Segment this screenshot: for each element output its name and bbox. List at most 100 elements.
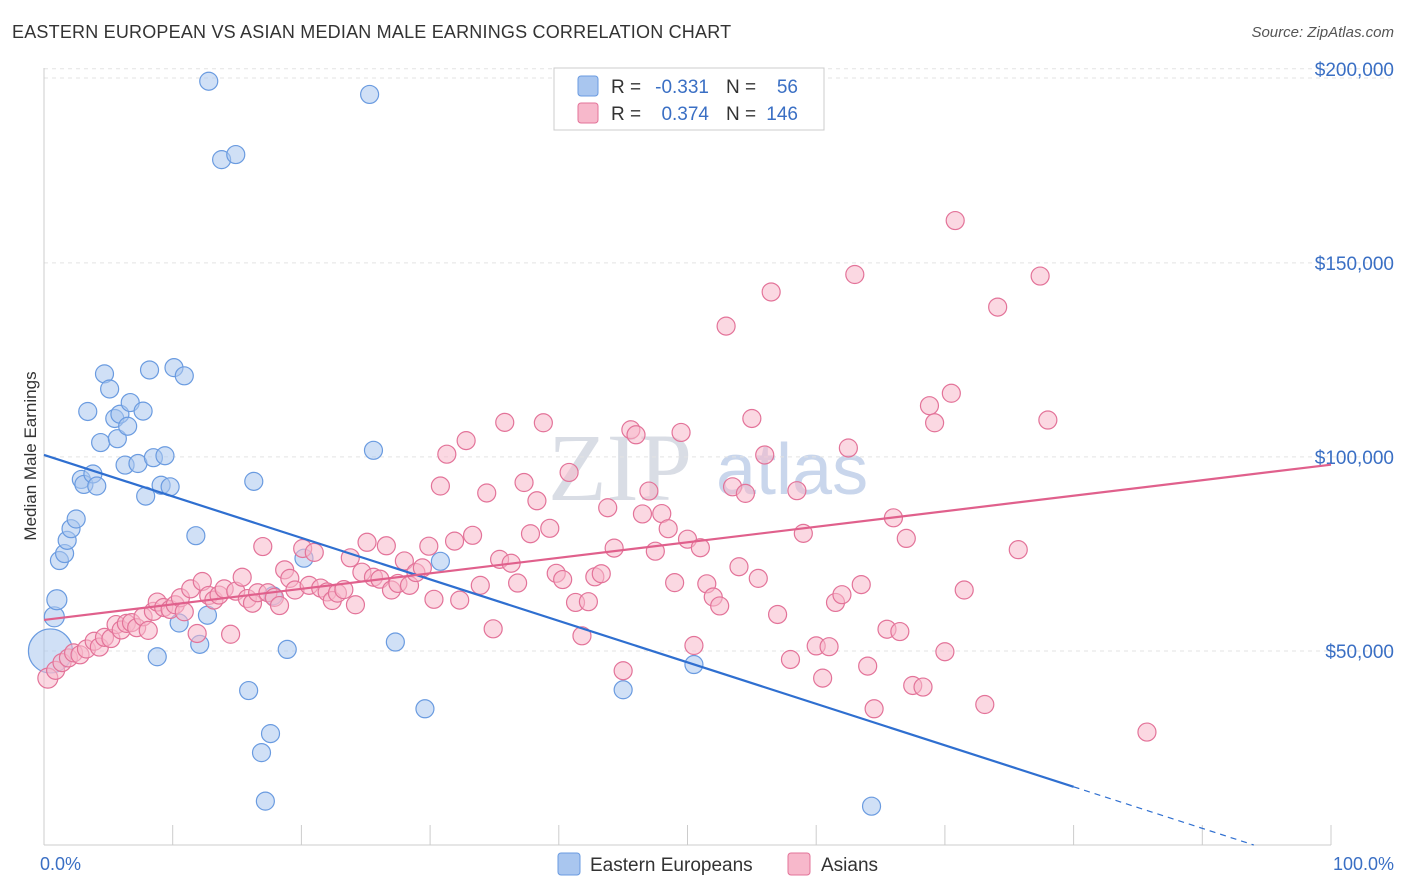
data-point xyxy=(155,446,175,466)
bottom-legend-swatch-blue xyxy=(557,852,581,876)
data-point xyxy=(357,532,377,552)
data-point xyxy=(613,661,633,681)
data-point xyxy=(845,264,865,285)
data-point xyxy=(78,401,98,422)
data-point xyxy=(819,637,839,657)
data-point xyxy=(954,580,974,600)
data-point xyxy=(345,595,366,615)
data-point xyxy=(767,604,788,625)
data-point xyxy=(174,366,194,386)
data-point xyxy=(553,569,573,590)
data-point xyxy=(632,504,653,524)
data-point xyxy=(360,84,380,105)
legend-box xyxy=(553,67,825,131)
legend-r-label-blue: R = xyxy=(611,77,641,98)
data-point xyxy=(437,444,457,464)
data-point xyxy=(226,144,246,165)
chart-source: Source: ZipAtlas.com xyxy=(1251,24,1394,41)
data-point xyxy=(269,595,290,616)
stats-legend: R = -0.331 N = 56 R = 0.374 N = 146 xyxy=(553,67,825,131)
data-point xyxy=(742,408,762,429)
data-point xyxy=(1030,266,1050,286)
data-point xyxy=(540,518,560,538)
data-point xyxy=(591,564,611,584)
data-point xyxy=(385,632,405,652)
trend-line-eastern-europeans xyxy=(43,453,1074,788)
data-point xyxy=(604,538,624,558)
data-point xyxy=(107,429,127,449)
data-point xyxy=(470,575,490,595)
data-point xyxy=(896,528,916,549)
data-point xyxy=(735,483,756,503)
data-point xyxy=(1008,540,1028,560)
data-point xyxy=(477,483,497,503)
y-tick-label: $50,000 xyxy=(1325,642,1394,663)
data-point xyxy=(430,476,450,496)
bottom-legend-label-pink: Asians xyxy=(821,855,878,876)
y-tick-label: $100,000 xyxy=(1315,448,1394,469)
trend-line-asians xyxy=(43,463,1332,621)
data-point xyxy=(483,619,503,639)
data-point xyxy=(244,471,264,491)
data-point xyxy=(613,680,633,700)
data-point xyxy=(187,623,207,644)
data-point xyxy=(495,412,515,432)
data-point xyxy=(572,626,592,646)
data-point xyxy=(462,525,483,545)
data-point xyxy=(514,472,534,493)
data-point xyxy=(199,71,219,91)
data-point xyxy=(755,445,775,465)
data-point xyxy=(945,210,965,231)
bottom-legend-label-blue: Eastern Europeans xyxy=(590,855,753,876)
legend-n-label-pink: N = xyxy=(726,104,756,125)
data-point xyxy=(87,476,107,496)
data-point xyxy=(639,481,659,501)
data-point xyxy=(419,536,439,556)
data-point xyxy=(665,573,685,593)
data-point xyxy=(394,551,414,571)
data-point xyxy=(66,509,86,529)
x-tick-label-max: 100.0% xyxy=(1333,854,1394,874)
data-point xyxy=(761,282,781,302)
data-point xyxy=(221,624,241,644)
y-tick-label: $200,000 xyxy=(1315,60,1394,81)
data-point xyxy=(748,568,768,588)
data-point xyxy=(424,589,444,609)
data-point xyxy=(780,649,801,670)
data-point xyxy=(277,639,297,660)
data-point xyxy=(444,531,465,551)
data-point xyxy=(832,585,852,605)
legend-r-value-blue: -0.331 xyxy=(655,77,709,98)
data-point xyxy=(851,574,871,595)
data-point xyxy=(174,602,194,622)
trend-line-eastern-europeans-extension xyxy=(1073,786,1254,846)
data-point xyxy=(690,538,710,558)
data-point xyxy=(133,401,153,421)
data-point xyxy=(253,536,273,557)
y-tick-labels: $50,000 $100,000 $150,000 $200,000 xyxy=(1315,60,1394,663)
data-point xyxy=(255,791,275,811)
data-point xyxy=(787,481,807,501)
data-point xyxy=(147,647,167,667)
data-point xyxy=(520,524,541,544)
legend-r-label-pink: R = xyxy=(611,104,641,125)
data-point xyxy=(861,796,882,816)
series-asians xyxy=(37,210,1157,742)
data-point xyxy=(139,360,160,380)
data-point xyxy=(671,422,691,443)
bottom-legend-swatch-pink xyxy=(787,852,811,876)
data-point xyxy=(1038,410,1058,430)
legend-r-value-pink: 0.374 xyxy=(661,104,709,125)
data-point xyxy=(456,431,476,451)
data-point xyxy=(925,413,945,433)
data-point xyxy=(716,316,736,336)
data-point xyxy=(658,519,678,539)
data-point xyxy=(864,699,884,719)
x-tick-label-min: 0.0% xyxy=(40,854,81,874)
data-point xyxy=(527,491,547,511)
data-point xyxy=(941,383,961,403)
data-point xyxy=(988,297,1008,317)
data-point xyxy=(913,677,933,697)
data-point xyxy=(138,620,158,640)
